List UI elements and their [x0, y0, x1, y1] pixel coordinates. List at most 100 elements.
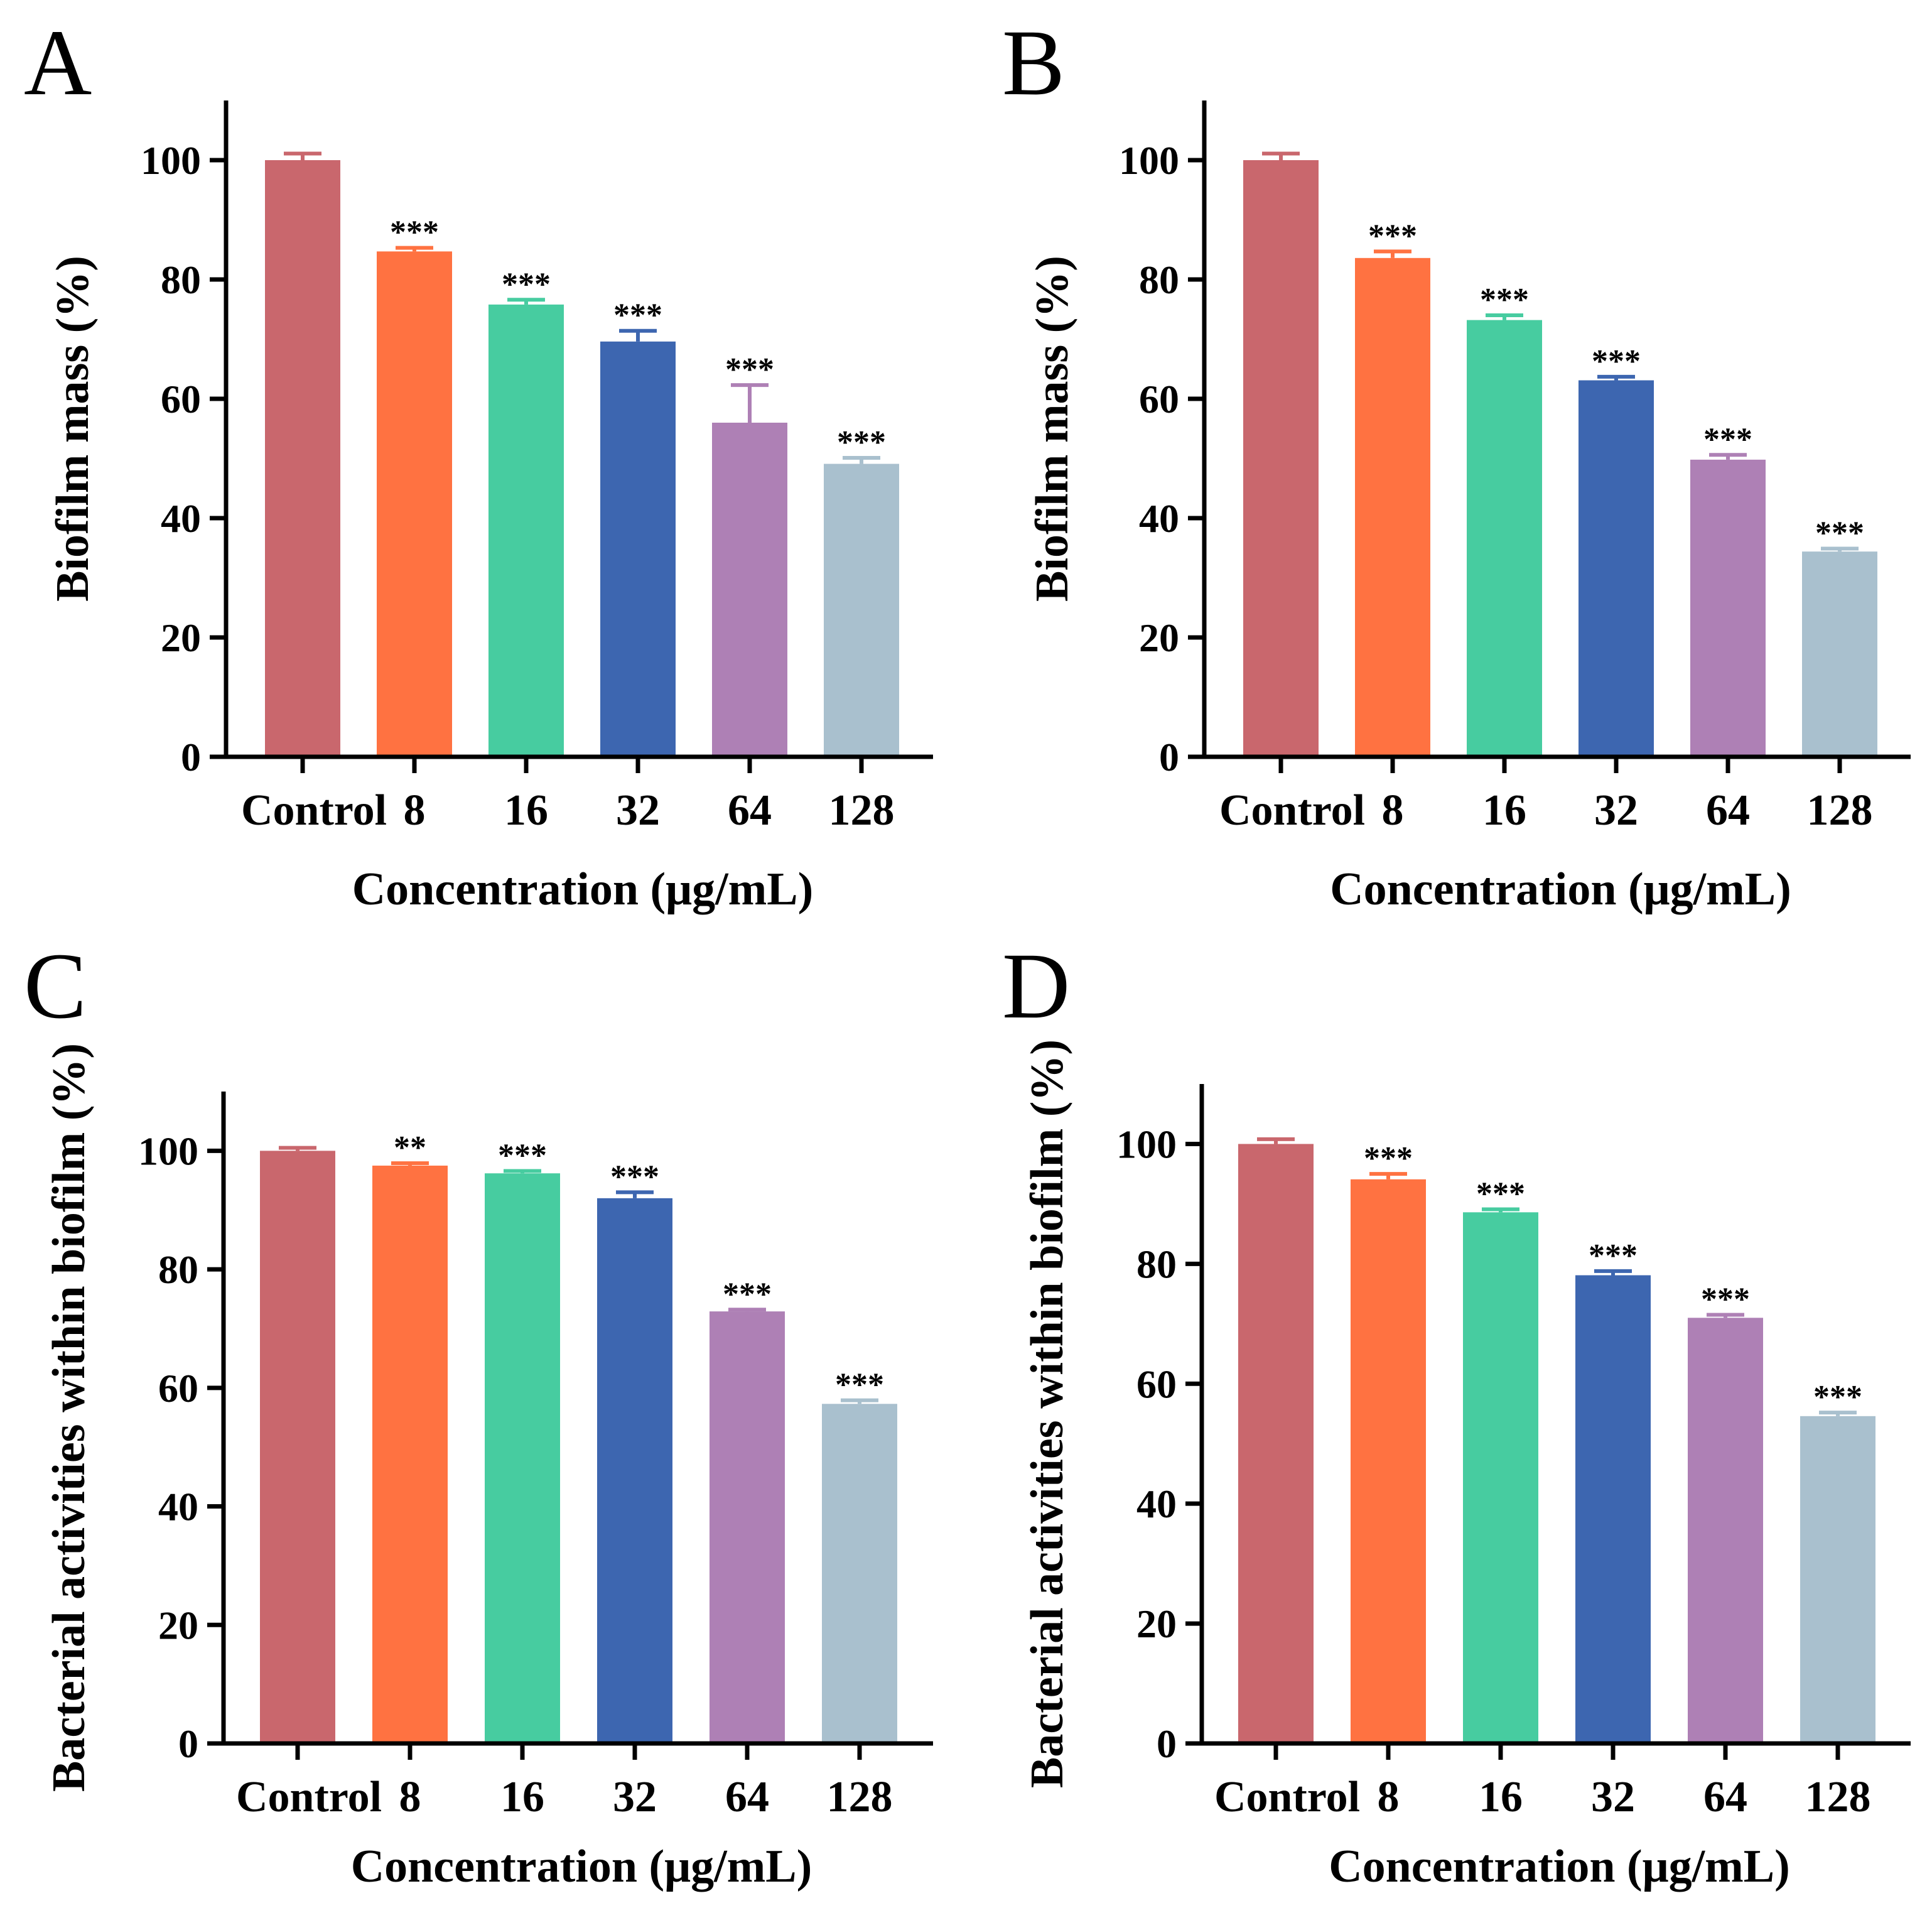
y-tick-label: 60 [158, 1366, 198, 1411]
bar [377, 251, 452, 757]
y-tick-label: 20 [1136, 1602, 1177, 1646]
y-tick-label: 0 [1159, 735, 1179, 779]
bar [600, 341, 676, 757]
bar [485, 1173, 560, 1743]
significance-mark: *** [1476, 1176, 1525, 1212]
significance-mark: *** [1701, 1282, 1750, 1318]
y-tick-label: 20 [1139, 615, 1179, 660]
y-tick-label: 80 [158, 1247, 198, 1292]
y-tick-label: 100 [1116, 1122, 1177, 1166]
x-tick-label: 16 [500, 1773, 544, 1821]
bar [1800, 1416, 1875, 1743]
significance-mark: *** [1813, 1379, 1862, 1415]
significance-mark: *** [1480, 282, 1529, 318]
x-tick-label: 32 [1594, 786, 1638, 835]
y-tick-label: 80 [1139, 257, 1179, 302]
bar [265, 160, 340, 757]
panel-d: D Control *** 8 *** 16 *** 32 *** 64 *** 128 0 20 40 60… [1002, 934, 1911, 1892]
y-tick-label: 40 [1136, 1482, 1177, 1526]
significance-mark: *** [1364, 1141, 1413, 1176]
y-tick-label: 20 [158, 1603, 198, 1647]
significance-mark: *** [1368, 218, 1417, 254]
y-axis-title: Bacterial activities within biofilm (%) [43, 1043, 95, 1792]
significance-mark: *** [1589, 1238, 1638, 1274]
x-tick-label: Control [1219, 786, 1365, 835]
panel-a: A Control *** 8 *** 16 *** 32 *** 64 *** 128 0 20 40 60… [24, 11, 933, 915]
y-tick-label: 60 [1139, 377, 1179, 421]
x-tick-label: Control [236, 1773, 382, 1821]
y-tick-label: 100 [141, 138, 201, 183]
bar [260, 1151, 335, 1743]
x-tick-label: 16 [504, 786, 548, 835]
x-tick-label: 128 [829, 786, 895, 835]
significance-mark: *** [837, 425, 886, 460]
y-tick-label: 80 [1136, 1242, 1177, 1286]
significance-mark: *** [610, 1159, 659, 1195]
bar [372, 1165, 448, 1743]
y-tick-label: 100 [138, 1129, 198, 1173]
bar [1575, 1275, 1651, 1743]
bar [1690, 459, 1766, 757]
x-tick-label: 32 [616, 786, 660, 835]
significance-mark: *** [1815, 515, 1864, 551]
x-tick-label: 16 [1479, 1773, 1523, 1821]
x-axis-title: Concentration (μg/mL) [1330, 864, 1791, 915]
bar [710, 1311, 785, 1743]
significance-mark: *** [1703, 421, 1752, 457]
bar [1463, 1212, 1538, 1743]
bar [1579, 380, 1654, 757]
y-tick-label: 100 [1119, 138, 1179, 183]
y-axis-title: Biofilm mass (%) [1027, 256, 1078, 602]
y-tick-label: 0 [1157, 1721, 1177, 1766]
x-tick-label: 8 [1378, 1773, 1400, 1821]
x-tick-label: 8 [399, 1773, 421, 1821]
x-tick-label: 64 [1703, 1773, 1747, 1821]
x-axis-title: Concentration (μg/mL) [351, 1841, 812, 1892]
x-tick-label: 128 [1807, 786, 1873, 835]
x-tick-label: 64 [1706, 786, 1750, 835]
significance-mark: ** [394, 1130, 426, 1166]
bar [1238, 1144, 1314, 1743]
x-tick-label: 64 [728, 786, 772, 835]
bar [822, 1404, 897, 1743]
panel-c: C Control ** 8 *** 16 *** 32 *** 64 *** 128 0 20 40 60 8… [24, 934, 933, 1892]
significance-mark: *** [725, 352, 774, 388]
bar [597, 1198, 672, 1743]
y-tick-label: 80 [161, 257, 201, 302]
y-tick-label: 60 [1136, 1362, 1177, 1406]
panel-letter: A [24, 11, 92, 115]
y-tick-label: 60 [161, 377, 201, 421]
bar [824, 463, 899, 757]
x-tick-label: 16 [1482, 786, 1526, 835]
significance-mark: *** [390, 215, 439, 251]
bar [712, 423, 787, 757]
y-tick-label: 40 [161, 496, 201, 541]
significance-mark: *** [1592, 344, 1641, 379]
y-tick-label: 20 [161, 615, 201, 660]
significance-mark: *** [723, 1276, 772, 1312]
significance-mark: *** [498, 1137, 547, 1173]
x-tick-label: 8 [1382, 786, 1404, 835]
y-tick-label: 40 [1139, 496, 1179, 541]
x-tick-label: 128 [1805, 1773, 1871, 1821]
x-axis-title: Concentration (μg/mL) [1329, 1841, 1790, 1892]
significance-mark: *** [835, 1367, 884, 1403]
y-axis-title: Biofilm mass (%) [47, 256, 99, 602]
bar [1355, 257, 1430, 757]
y-tick-label: 0 [181, 735, 201, 779]
y-tick-label: 0 [178, 1721, 198, 1766]
x-tick-label: 64 [725, 1773, 769, 1821]
x-tick-label: Control [1214, 1773, 1360, 1821]
y-axis-title: Bacterial activities within biofilm (%) [1022, 1039, 1073, 1788]
x-tick-label: 8 [404, 786, 426, 835]
panel-letter: B [1002, 11, 1065, 115]
x-tick-label: 128 [827, 1773, 893, 1821]
panel-letter: D [1002, 934, 1070, 1038]
panel-letter: C [24, 934, 87, 1038]
bar [1243, 160, 1319, 757]
panel-b: B Control *** 8 *** 16 *** 32 *** 64 *** 128 0 20 40 60… [1002, 11, 1911, 915]
significance-mark: *** [613, 298, 662, 333]
x-tick-label: 32 [613, 1773, 657, 1821]
bar [488, 304, 564, 757]
